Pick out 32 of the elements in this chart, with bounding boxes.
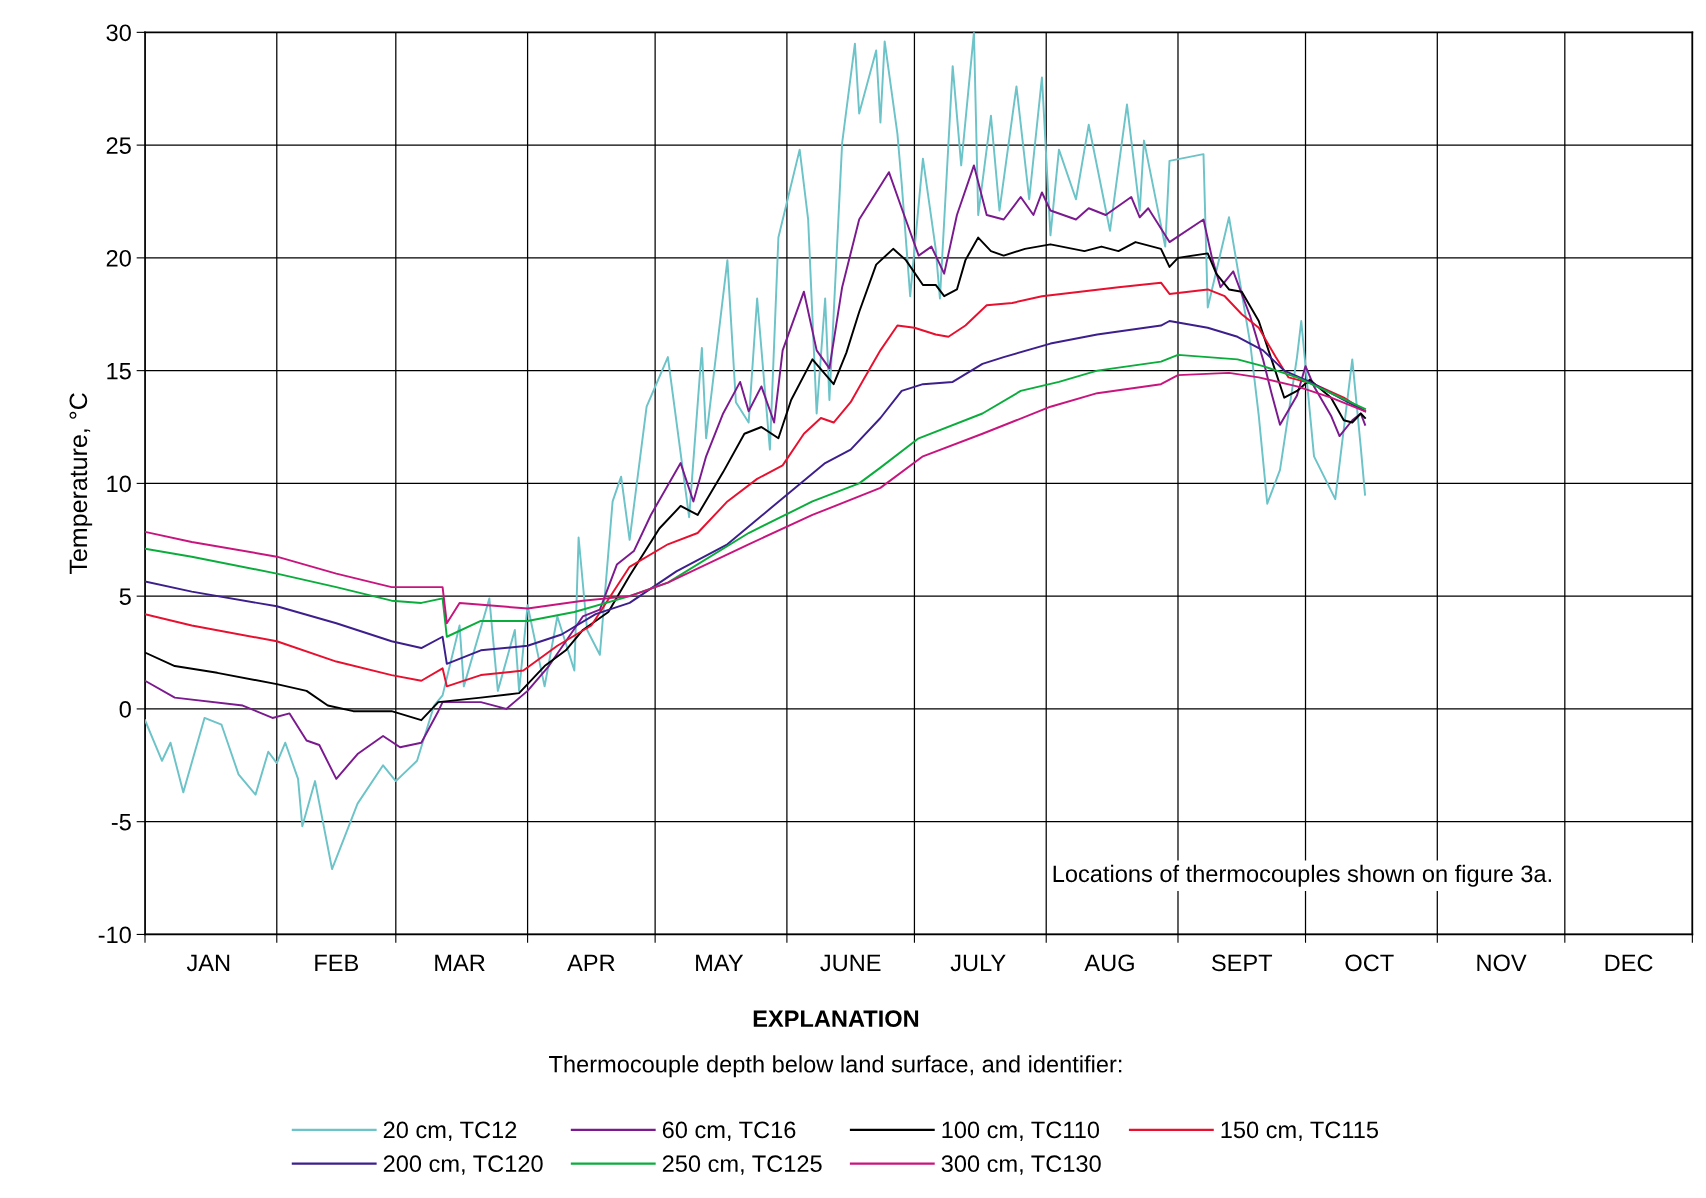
text: Thermocouple depth below land surface, and identifier: <box>549 1055 1122 1078</box>
x-tick-label: DEC <box>1605 954 1653 972</box>
x-tick-label: NOV <box>1477 954 1527 972</box>
legend-title: EXPLANATION <box>753 1010 919 1028</box>
y-tick-label: 10 <box>107 475 131 493</box>
y-tick-label: 20 <box>106 249 131 267</box>
y-tick-label: -10 <box>98 926 131 944</box>
legend-label: 20 cm, TC12 <box>383 1121 517 1142</box>
legend-label: 200 cm, TC120 <box>383 1155 543 1175</box>
annotation: Locations of thermocouples shown on figure 3a. <box>1053 864 1551 887</box>
legend-label: 250 cm, TC125 <box>662 1155 822 1175</box>
y-tick-label: -5 <box>111 813 131 831</box>
x-tick-label: OCT <box>1345 954 1394 972</box>
x-tick-label: JULY <box>950 954 1006 972</box>
legend-label: 100 cm, TC110 <box>942 1121 1100 1142</box>
x-tick-label: FEB <box>315 954 359 971</box>
y-tick-label: 25 <box>106 137 131 154</box>
y-axis-title: Temperature, °C <box>69 393 93 574</box>
legend-label: 150 cm, TC115 <box>1221 1121 1379 1142</box>
x-tick-label: JAN <box>186 954 230 972</box>
y-tick-label: 0 <box>119 700 131 718</box>
x-tick-label: AUG <box>1084 954 1134 972</box>
legend-label: 60 cm, TC16 <box>662 1121 796 1142</box>
x-tick-label: SEPT <box>1211 954 1273 972</box>
x-tick-label: JUNE <box>820 954 881 972</box>
x-tick-label: MAY <box>696 954 744 971</box>
x-tick-label: MAR <box>435 954 485 971</box>
x-tick-label: APR <box>567 954 615 971</box>
legend-label: 300 cm, TC130 <box>941 1155 1101 1175</box>
y-tick-label: 5 <box>119 588 131 605</box>
y-tick-label: 30 <box>106 24 131 42</box>
y-tick-label: 15 <box>107 362 131 380</box>
